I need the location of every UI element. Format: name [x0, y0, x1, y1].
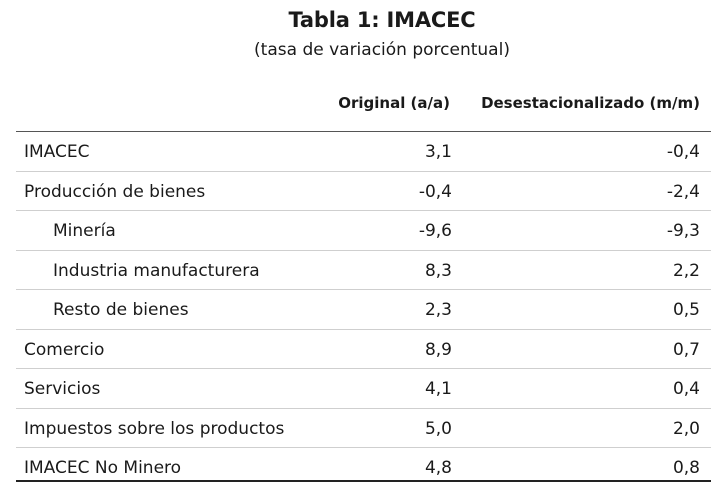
row-label: Comercio	[24, 339, 105, 360]
table-row: Producción de bienes -0,4 -2,4	[16, 172, 711, 211]
table-row: IMACEC No Minero 4,8 0,8	[16, 448, 711, 487]
row-label: IMACEC	[24, 142, 90, 162]
row-value-original: 5,0	[424, 418, 452, 439]
row-value-original: 4,1	[424, 379, 452, 399]
row-label: Industria manufacturera	[53, 260, 260, 281]
row-value-desestacionalizado: -9,3	[666, 221, 700, 241]
row-value-original: 2,3	[424, 300, 452, 320]
row-label: Impuestos sobre los productos	[24, 418, 285, 439]
table-row: Comercio 8,9 0,7	[16, 330, 711, 369]
row-label: IMACEC No Minero	[24, 458, 182, 478]
row-value-desestacionalizado: 0,4	[672, 379, 700, 399]
row-value-desestacionalizado: -2,4	[666, 181, 700, 202]
table-row: IMACEC 3,1 -0,4	[16, 132, 711, 172]
row-value-original: 8,9	[424, 339, 452, 360]
row-value-desestacionalizado: -0,4	[666, 142, 700, 162]
table-row: Industria manufacturera 8,3 2,2	[16, 251, 711, 290]
table-row: Minería -9,6 -9,3	[16, 211, 711, 251]
table-header-row: Original (a/a) Desestacionalizado (m/m)	[0, 94, 727, 116]
row-value-original: 4,8	[424, 458, 452, 478]
row-value-original: 3,1	[424, 142, 452, 162]
row-value-desestacionalizado: 2,0	[672, 418, 700, 439]
row-label: Minería	[53, 221, 116, 241]
row-value-desestacionalizado: 0,8	[672, 458, 700, 478]
column-header-desestacionalizado: Desestacionalizado (m/m)	[481, 94, 700, 112]
table-top-rule	[16, 131, 711, 132]
table-row: Resto de bienes 2,3 0,5	[16, 290, 711, 330]
row-value-desestacionalizado: 0,5	[672, 300, 700, 320]
row-label: Resto de bienes	[53, 300, 189, 320]
row-value-original: -0,4	[418, 181, 452, 202]
table-body: IMACEC 3,1 -0,4 Producción de bienes -0,…	[16, 132, 711, 487]
table-subtitle: (tasa de variación porcentual)	[254, 40, 510, 60]
table-title: Tabla 1: IMACEC	[288, 8, 476, 32]
row-value-original: 8,3	[424, 260, 452, 281]
table-row: Impuestos sobre los productos 5,0 2,0	[16, 409, 711, 448]
column-header-original: Original (a/a)	[338, 94, 450, 112]
row-value-original: -9,6	[418, 221, 452, 241]
table-row: Servicios 4,1 0,4	[16, 369, 711, 409]
row-value-desestacionalizado: 0,7	[672, 339, 700, 360]
row-value-desestacionalizado: 2,2	[672, 260, 700, 281]
row-label: Producción de bienes	[24, 181, 206, 202]
row-label: Servicios	[24, 379, 101, 399]
table-bottom-rule	[16, 480, 711, 482]
